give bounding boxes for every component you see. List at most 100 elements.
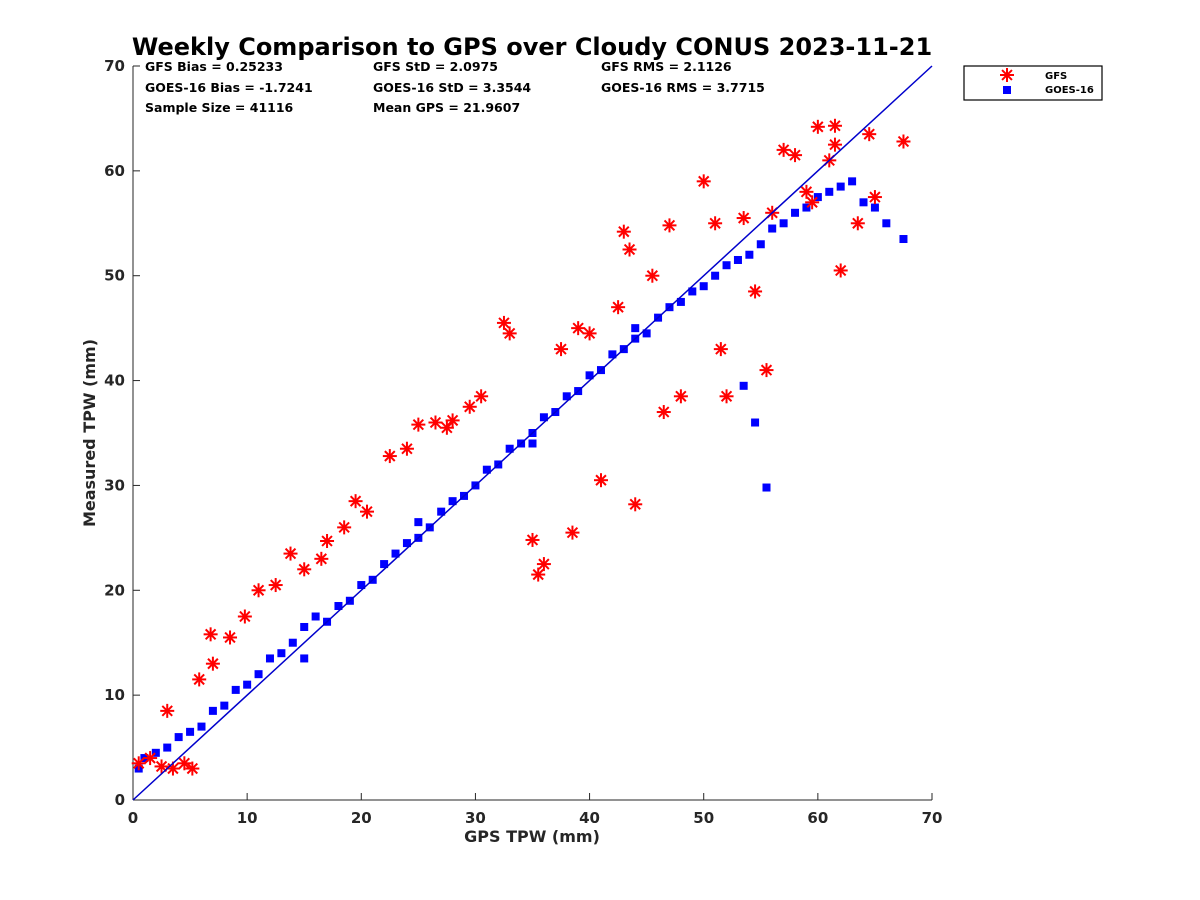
data-point [565,525,580,540]
data-point [502,326,517,341]
data-point [745,250,754,259]
x-tick-label: 50 [693,809,714,827]
data-point [531,567,546,582]
data-point [711,271,720,280]
data-point [813,193,822,202]
data-point [896,134,911,149]
data-point [174,733,183,742]
data-point [348,494,363,509]
stat-mean-gps: Mean GPS = 21.9607 [373,100,520,115]
data-point [243,680,252,689]
data-point [231,685,240,694]
data-point [177,756,192,771]
data-point [736,211,751,226]
data-point [825,187,834,196]
y-tick-label: 60 [104,162,125,180]
data-point [870,203,879,212]
x-tick-label: 30 [465,809,486,827]
legend-square-icon [1003,86,1011,94]
data-point [628,497,643,512]
data-point [288,638,297,647]
data-point [143,751,158,766]
data-point [722,261,731,270]
stat-goes-std: GOES-16 StD = 3.3544 [373,80,531,95]
data-point [696,174,711,189]
legend-label-gfs: GFS [1045,71,1067,82]
data-point [762,483,771,492]
y-tick-label: 20 [104,581,125,599]
data-point [359,504,374,519]
data-point [437,507,446,516]
stat-gfs-rms: GFS RMS = 2.1126 [601,59,732,74]
data-point [474,389,489,404]
data-point [482,465,491,474]
data-point [748,284,763,299]
data-point [536,557,551,572]
data-points [131,118,911,776]
data-point [791,208,800,217]
y-tick-label: 10 [104,686,125,704]
data-point [448,497,457,506]
data-point [571,321,586,336]
data-point [185,761,200,776]
data-point [848,177,857,186]
data-point [192,672,207,687]
data-point [357,581,366,590]
data-point [337,520,352,535]
data-point [283,546,298,561]
series-goes-16 [134,177,908,773]
stat-gfs-std: GFS StD = 2.0975 [373,59,498,74]
data-point [237,609,252,624]
data-point [799,184,814,199]
data-point [414,518,423,527]
y-tick-label: 40 [104,372,125,390]
data-point [768,224,777,233]
data-point [867,190,882,205]
data-point [862,127,877,142]
x-tick-label: 10 [237,809,258,827]
x-tick-label: 20 [351,809,372,827]
data-point [850,216,865,231]
data-point [562,392,571,401]
data-point [314,551,329,566]
data-point [197,722,206,731]
data-point [220,701,229,710]
data-point [311,612,320,621]
data-point [833,263,848,278]
x-axis-label: GPS TPW (mm) [464,827,600,846]
stat-goes-bias: GOES-16 Bias = -1.7241 [145,80,313,95]
data-point [208,706,217,715]
data-point [554,342,569,357]
data-point [788,148,803,163]
data-point [756,240,765,249]
data-point [528,439,537,448]
data-point [382,449,397,464]
data-point [163,743,172,752]
one-to-one-line [132,65,933,801]
legend-marker-goes16 [1003,86,1011,94]
legend-box [963,65,1103,101]
data-point [582,326,597,341]
data-point [827,118,842,133]
x-tick-label: 40 [579,809,600,827]
data-point [585,371,594,380]
data-point [699,282,708,291]
data-point [505,444,514,453]
x-tick-label: 70 [922,809,943,827]
y-tick-label: 70 [104,57,125,75]
data-point [616,224,631,239]
data-point [622,242,637,257]
data-point [593,473,608,488]
data-point [751,418,760,427]
y-tick-label: 30 [104,476,125,494]
data-point [673,389,688,404]
data-point [445,413,460,428]
data-point [265,654,274,663]
chart-title: Weekly Comparison to GPS over Cloudy CON… [132,33,932,61]
data-point [733,255,742,264]
data-point [525,532,540,547]
data-point [399,441,414,456]
data-point [739,381,748,390]
data-point [776,142,791,157]
